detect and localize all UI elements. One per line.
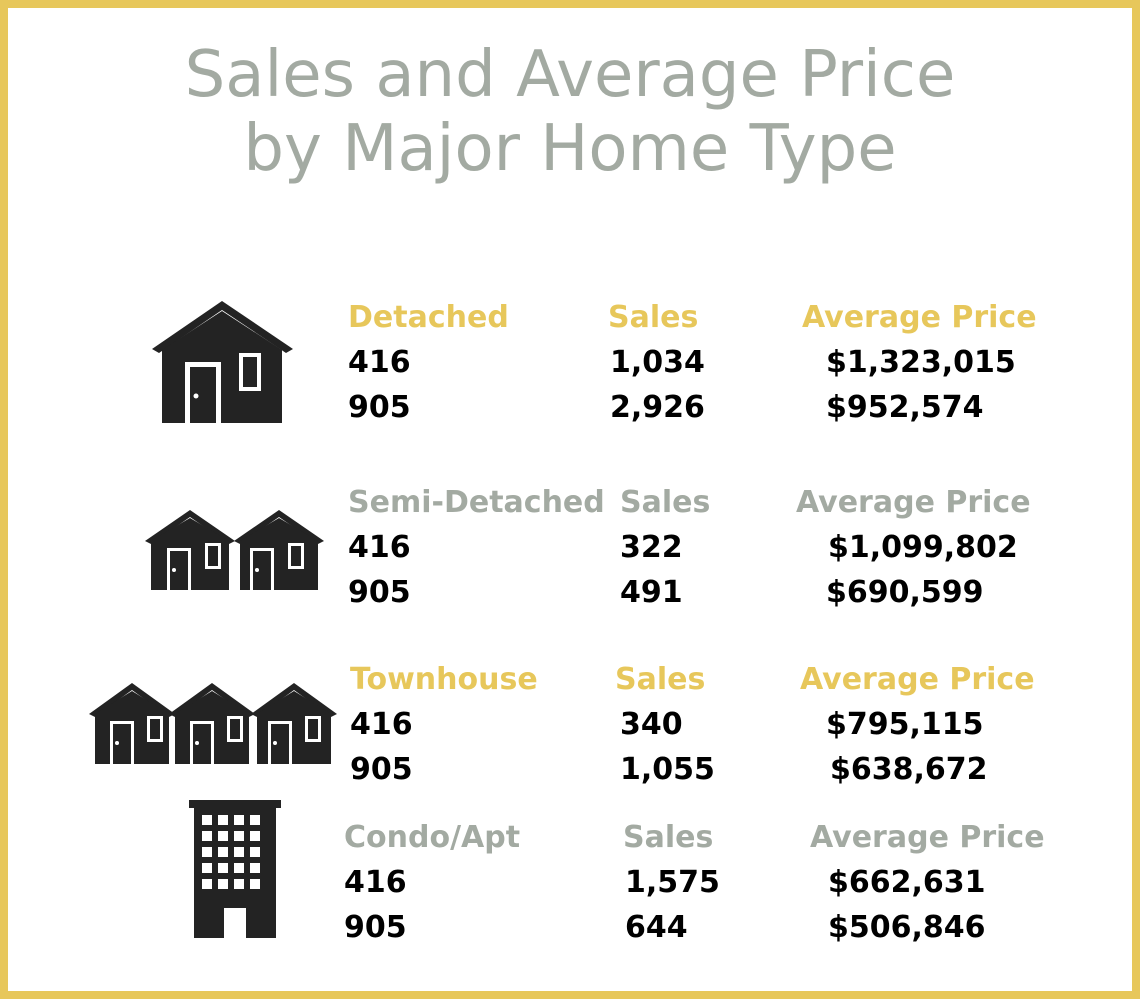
detached-905-price: $952,574 bbox=[826, 390, 984, 425]
semi-detached-sales-header: Sales bbox=[620, 485, 711, 520]
townhouses-icon bbox=[89, 683, 337, 764]
condo-905-price: $506,846 bbox=[828, 910, 986, 945]
condo-price-header: Average Price bbox=[810, 820, 1045, 855]
semi-detached-905-price: $690,599 bbox=[826, 575, 984, 610]
detached-416-price: $1,323,015 bbox=[826, 345, 1016, 380]
townhouse-sales-header: Sales bbox=[615, 662, 706, 697]
single-house-icon bbox=[152, 301, 293, 423]
detached-price-header: Average Price bbox=[802, 300, 1037, 335]
semi-detached-header: Semi-Detached bbox=[348, 485, 605, 520]
condo-416-price: $662,631 bbox=[828, 865, 986, 900]
condo-905-sales: 644 bbox=[625, 910, 688, 945]
title-line-2: by Major Home Type bbox=[243, 112, 897, 186]
detached-905-sales: 2,926 bbox=[610, 390, 705, 425]
townhouse-header: Townhouse bbox=[350, 662, 538, 697]
semi-detached-416-sales: 322 bbox=[620, 530, 683, 565]
detached-header: Detached bbox=[348, 300, 509, 335]
semi-detached-905-label: 905 bbox=[348, 575, 411, 610]
townhouse-price-header: Average Price bbox=[800, 662, 1035, 697]
chart-title: Sales and Average Price by Major Home Ty… bbox=[0, 38, 1140, 186]
townhouse-905-price: $638,672 bbox=[830, 752, 988, 787]
townhouse-416-price: $795,115 bbox=[826, 707, 984, 742]
detached-sales-header: Sales bbox=[608, 300, 699, 335]
townhouse-905-label: 905 bbox=[350, 752, 413, 787]
detached-905-label: 905 bbox=[348, 390, 411, 425]
condo-416-label: 416 bbox=[344, 865, 407, 900]
townhouse-416-sales: 340 bbox=[620, 707, 683, 742]
apartment-building-icon bbox=[189, 800, 281, 938]
townhouse-416-label: 416 bbox=[350, 707, 413, 742]
detached-416-label: 416 bbox=[348, 345, 411, 380]
condo-416-sales: 1,575 bbox=[625, 865, 720, 900]
title-line-1: Sales and Average Price bbox=[184, 38, 956, 112]
condo-header: Condo/Apt bbox=[344, 820, 521, 855]
detached-416-sales: 1,034 bbox=[610, 345, 705, 380]
condo-sales-header: Sales bbox=[623, 820, 714, 855]
semi-detached-905-sales: 491 bbox=[620, 575, 683, 610]
condo-905-label: 905 bbox=[344, 910, 407, 945]
semi-detached-price-header: Average Price bbox=[796, 485, 1031, 520]
townhouse-905-sales: 1,055 bbox=[620, 752, 715, 787]
semi-detached-416-price: $1,099,802 bbox=[828, 530, 1018, 565]
semi-detached-416-label: 416 bbox=[348, 530, 411, 565]
semi-detached-houses-icon bbox=[145, 510, 324, 590]
